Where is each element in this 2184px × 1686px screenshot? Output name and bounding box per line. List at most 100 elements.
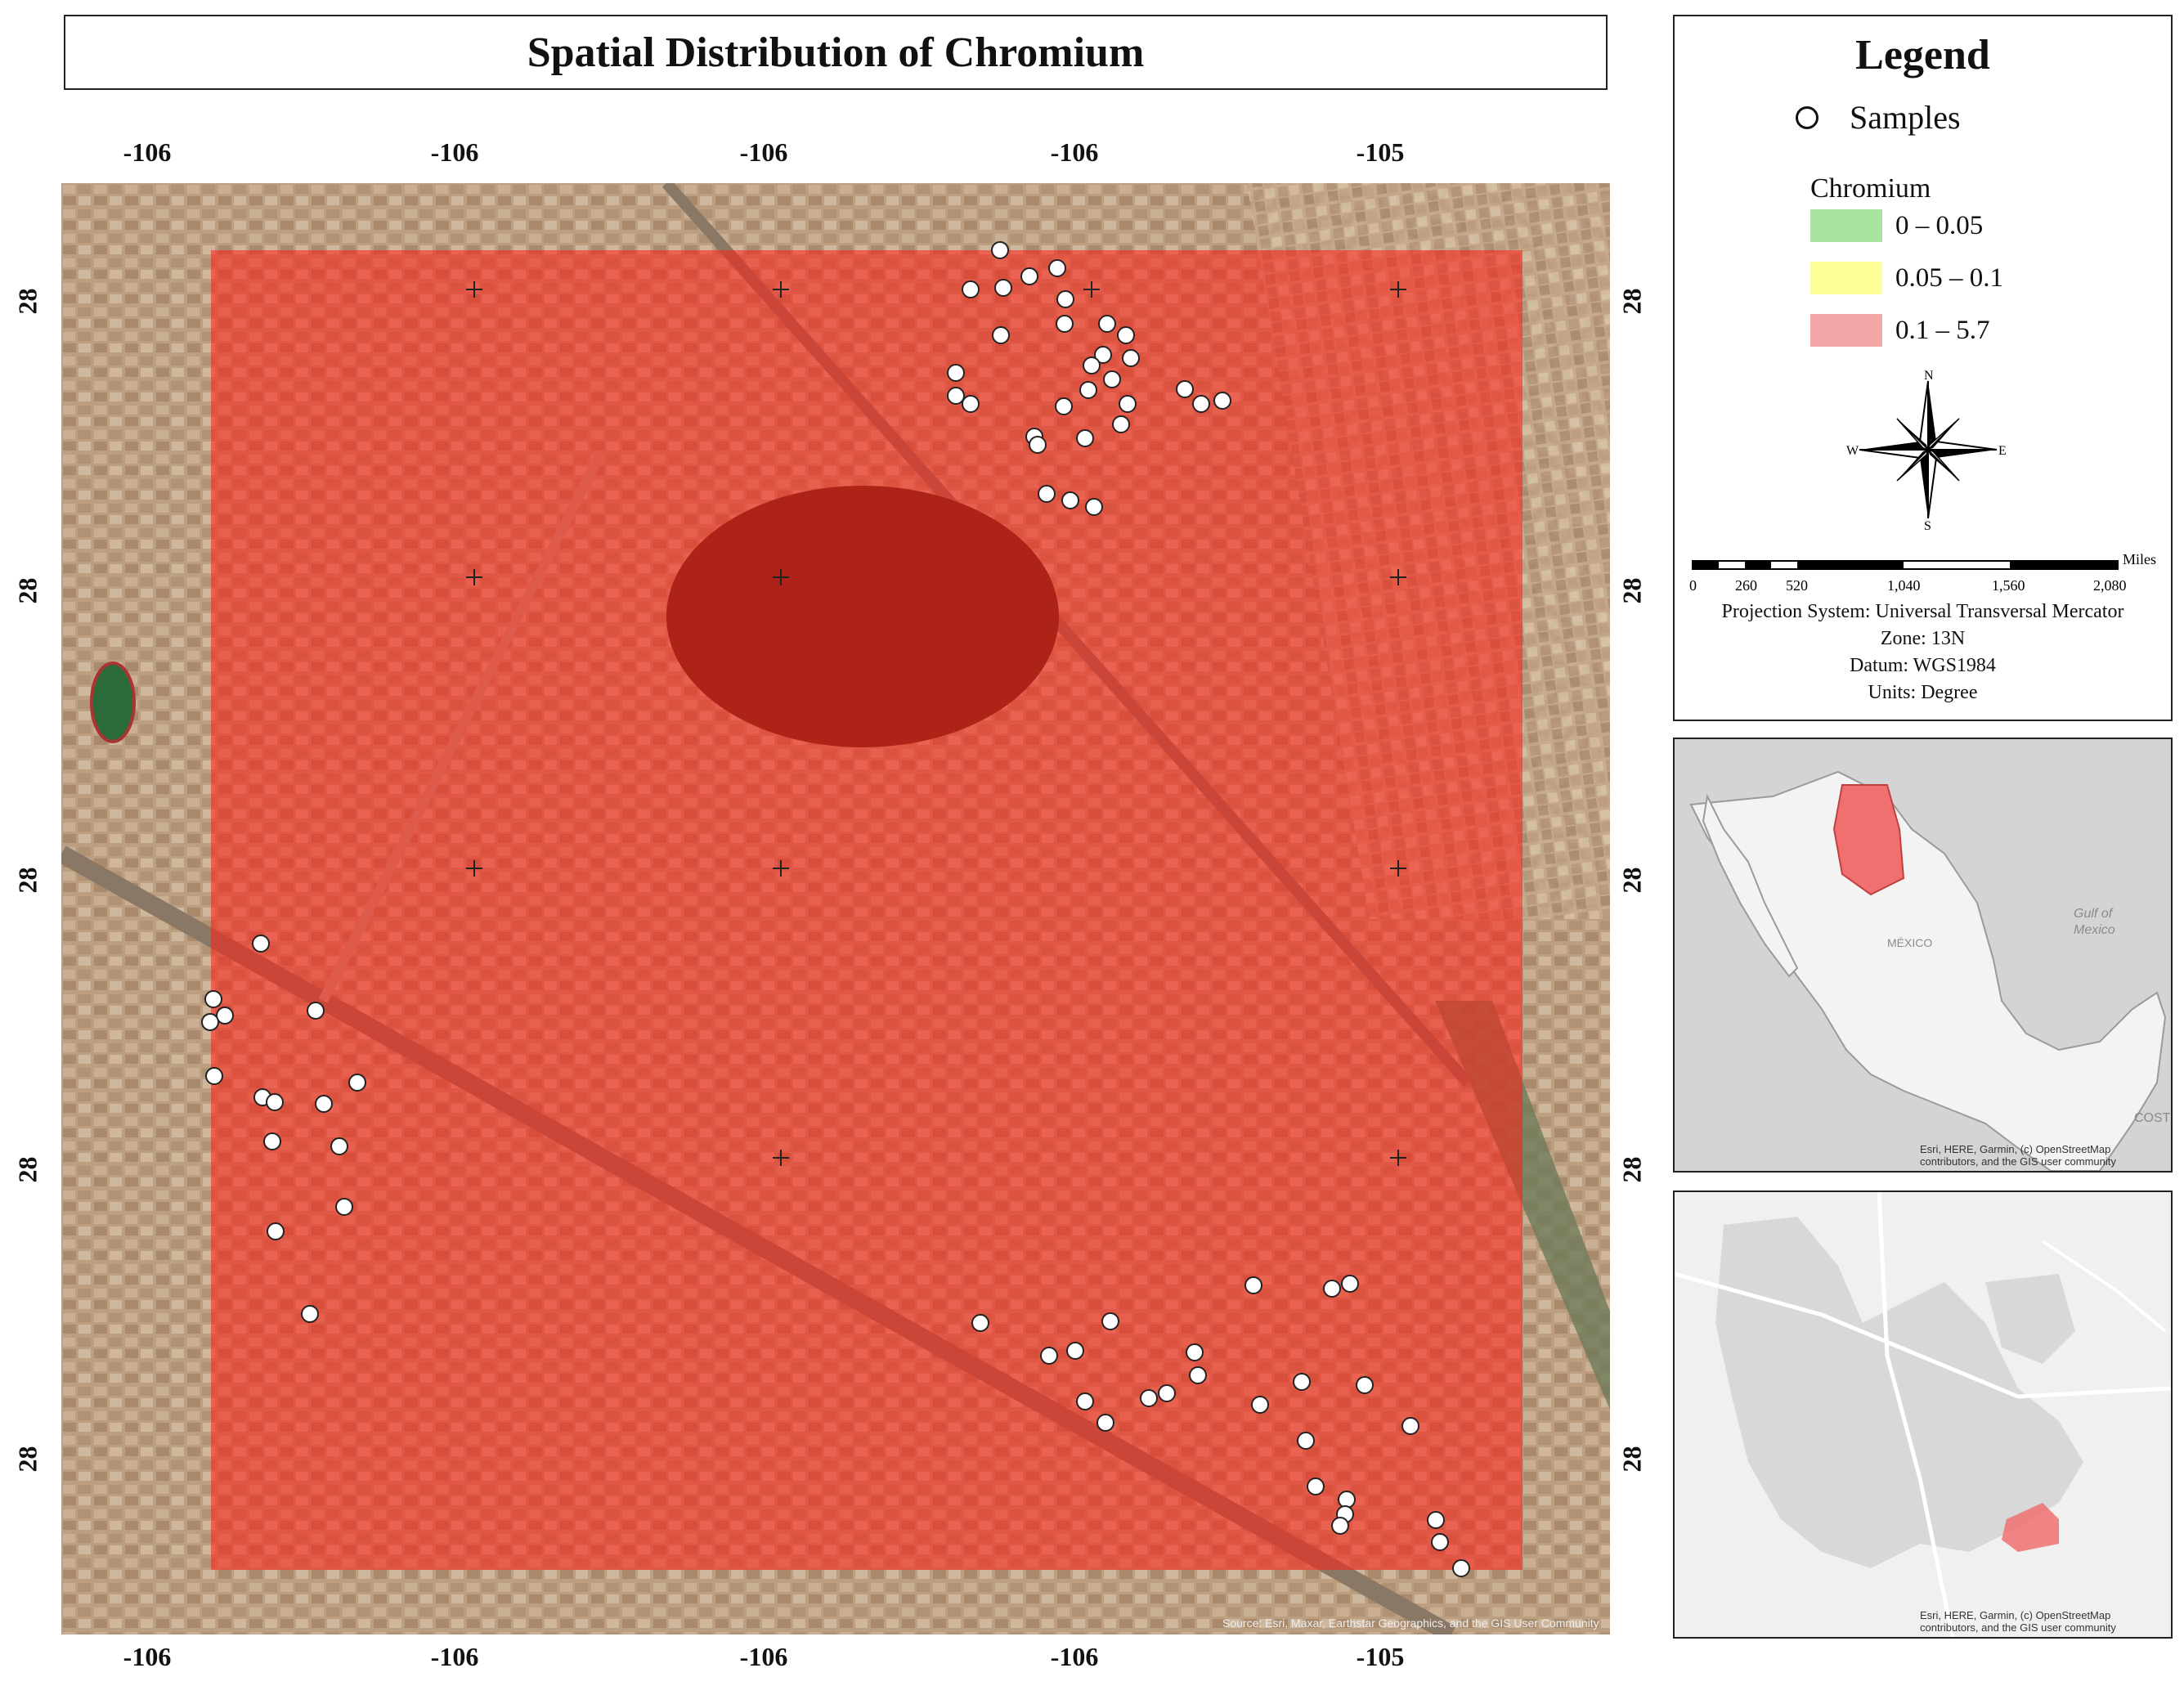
country-label: MÉXICO [1887,936,1932,949]
left-tick-label: 28 [12,1446,43,1473]
sample-point [1119,395,1137,413]
sample-point [1140,1389,1158,1407]
mexico-landmass [1689,770,2167,1171]
gulf-label: Mexico [2074,923,2115,937]
mexico-inset-svg: Gulf of Mexico MÉXICO COST [1675,739,2171,1171]
class-swatch [1810,209,1882,242]
sample-point [1251,1396,1269,1414]
sample-point [1094,346,1112,364]
west-label: W [1846,444,1859,458]
sample-point [1061,491,1079,509]
north-arrow-icon: N S E W [1846,369,2007,531]
sample-symbol-icon [1796,105,1819,129]
legend-panel: Legend Samples Chromium 0 – 0.05 0.05 – … [1673,15,2173,721]
sample-point [1297,1432,1315,1450]
highway [1877,1192,1955,1637]
legend-class-row: 0 – 0.05 [1810,209,1983,242]
cost-label: COST [2134,1111,2171,1125]
sample-point [1323,1280,1341,1298]
projection-datum-text: Datum: WGS1984 [1850,655,1996,676]
projection-units-text: Units: Degree [1868,682,1978,703]
baja-california [1702,793,1799,978]
legend-chromium-label: Chromium [1810,173,1931,204]
sample-point [992,326,1010,344]
sample-point [1098,315,1116,333]
inset-credit: Esri, HERE, Garmin, (c) OpenStreetMap co… [1920,1143,2116,1168]
inset-map-city[interactable]: Esri, HERE, Garmin, (c) OpenStreetMap co… [1673,1191,2173,1639]
sample-point [216,1007,234,1025]
sample-point [205,1067,223,1085]
legend-samples-label: Samples [1850,99,1961,136]
sample-point [266,1093,284,1111]
bottom-tick-label: -106 [1050,1642,1099,1671]
sample-point [1056,290,1074,308]
sample-point [1186,1343,1204,1361]
legend-class-row: 0.05 – 0.1 [1810,262,2003,294]
projection-system-text: Projection System: Universal Transversal… [1721,601,2124,622]
scale-label: 260 [1735,577,1757,594]
scale-label: 2,080 [2093,577,2127,594]
sample-point [1020,267,1038,285]
sample-point [1331,1517,1349,1535]
sample-point [330,1137,348,1155]
city-inset-svg [1675,1192,2171,1637]
sample-point [1076,1392,1094,1410]
sample-point [1427,1511,1445,1529]
study-area-highlight [2002,1503,2059,1552]
class-label: 0.05 – 0.1 [1895,262,2003,293]
sample-point [1244,1276,1262,1294]
right-tick-label: 28 [1617,1446,1647,1473]
sample-point [1103,370,1121,388]
north-label: N [1924,369,1934,383]
inset-credit: Esri, HERE, Garmin, (c) OpenStreetMap co… [1920,1609,2116,1634]
class-label: 0 – 0.05 [1895,210,1984,240]
sample-point [1048,259,1066,277]
bottom-tick-label: -105 [1356,1642,1405,1671]
map-title-box: Spatial Distribution of Chromium [64,15,1608,90]
sample-point [962,395,980,413]
sample-point [201,1013,219,1031]
scale-bar: Miles 0 260 520 1,040 1,560 2,080 [1689,551,2156,594]
sample-points [201,241,1470,1577]
bottom-tick-label: -106 [739,1642,788,1671]
scale-label: 1,560 [1992,577,2025,594]
inset-map-mexico[interactable]: Gulf of Mexico MÉXICO COST Esri, HERE, G… [1673,738,2173,1173]
sample-point [1056,315,1074,333]
sample-point [994,279,1012,297]
main-map[interactable]: Source: Esri, Maxar, Earthstar Geographi… [61,183,1610,1634]
left-tick-label: 28 [12,577,43,604]
sample-point [971,1314,989,1332]
sample-point [962,280,980,298]
sample-point [1176,380,1194,398]
top-tick-label: -106 [430,137,479,167]
sample-point [307,1002,325,1020]
sample-point [991,241,1009,259]
sample-point [263,1132,281,1150]
sample-point [1122,349,1140,367]
sample-point [1029,436,1047,454]
sample-point [348,1074,366,1092]
map-title: Spatial Distribution of Chromium [527,29,1145,76]
highway [2041,1240,2167,1333]
class-swatch [1810,262,1882,294]
sample-point [1117,326,1135,344]
credit-line: Esri, HERE, Garmin, (c) OpenStreetMap [1920,1143,2111,1155]
chihuahua-highlight [1832,784,1905,896]
sample-point [204,990,222,1008]
top-tick-label: -106 [739,137,788,167]
sample-point [947,387,965,405]
sample-point [1055,397,1073,415]
sample-point [1083,356,1101,374]
sample-point [1112,415,1130,433]
scale-label: 520 [1786,577,1808,594]
sample-point [1038,485,1056,503]
scale-unit: Miles [2123,551,2156,567]
sample-point [1079,381,1097,399]
gulf-label: Gulf of [2074,907,2114,921]
sample-point [252,935,270,953]
left-tick-label: 28 [12,1156,43,1183]
south-label: S [1924,519,1931,531]
sample-point [1066,1342,1084,1360]
chromium-overlay [211,250,1523,1570]
sample-point [1431,1533,1449,1551]
